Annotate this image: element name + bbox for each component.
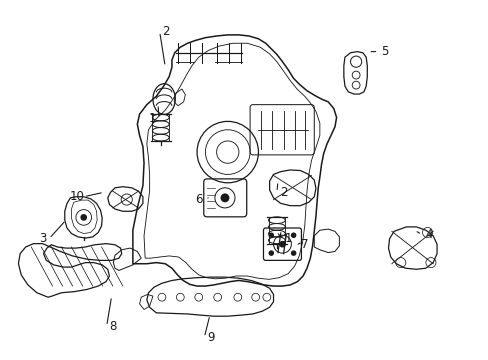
Circle shape: [80, 214, 87, 221]
Circle shape: [268, 250, 273, 256]
Text: 2: 2: [163, 25, 170, 38]
Text: 9: 9: [207, 331, 214, 344]
Text: 5: 5: [381, 45, 388, 58]
Circle shape: [279, 241, 285, 248]
Text: 8: 8: [109, 320, 117, 333]
Circle shape: [220, 193, 229, 202]
Circle shape: [268, 233, 273, 238]
Circle shape: [290, 233, 296, 238]
Text: 6: 6: [195, 193, 202, 206]
Text: 1: 1: [284, 232, 291, 245]
Text: 3: 3: [39, 232, 46, 245]
Text: 1: 1: [148, 112, 156, 125]
Text: 10: 10: [69, 190, 84, 203]
Circle shape: [290, 250, 296, 256]
Text: 2: 2: [279, 186, 287, 199]
Text: 7: 7: [301, 238, 308, 251]
Text: 4: 4: [424, 228, 431, 241]
